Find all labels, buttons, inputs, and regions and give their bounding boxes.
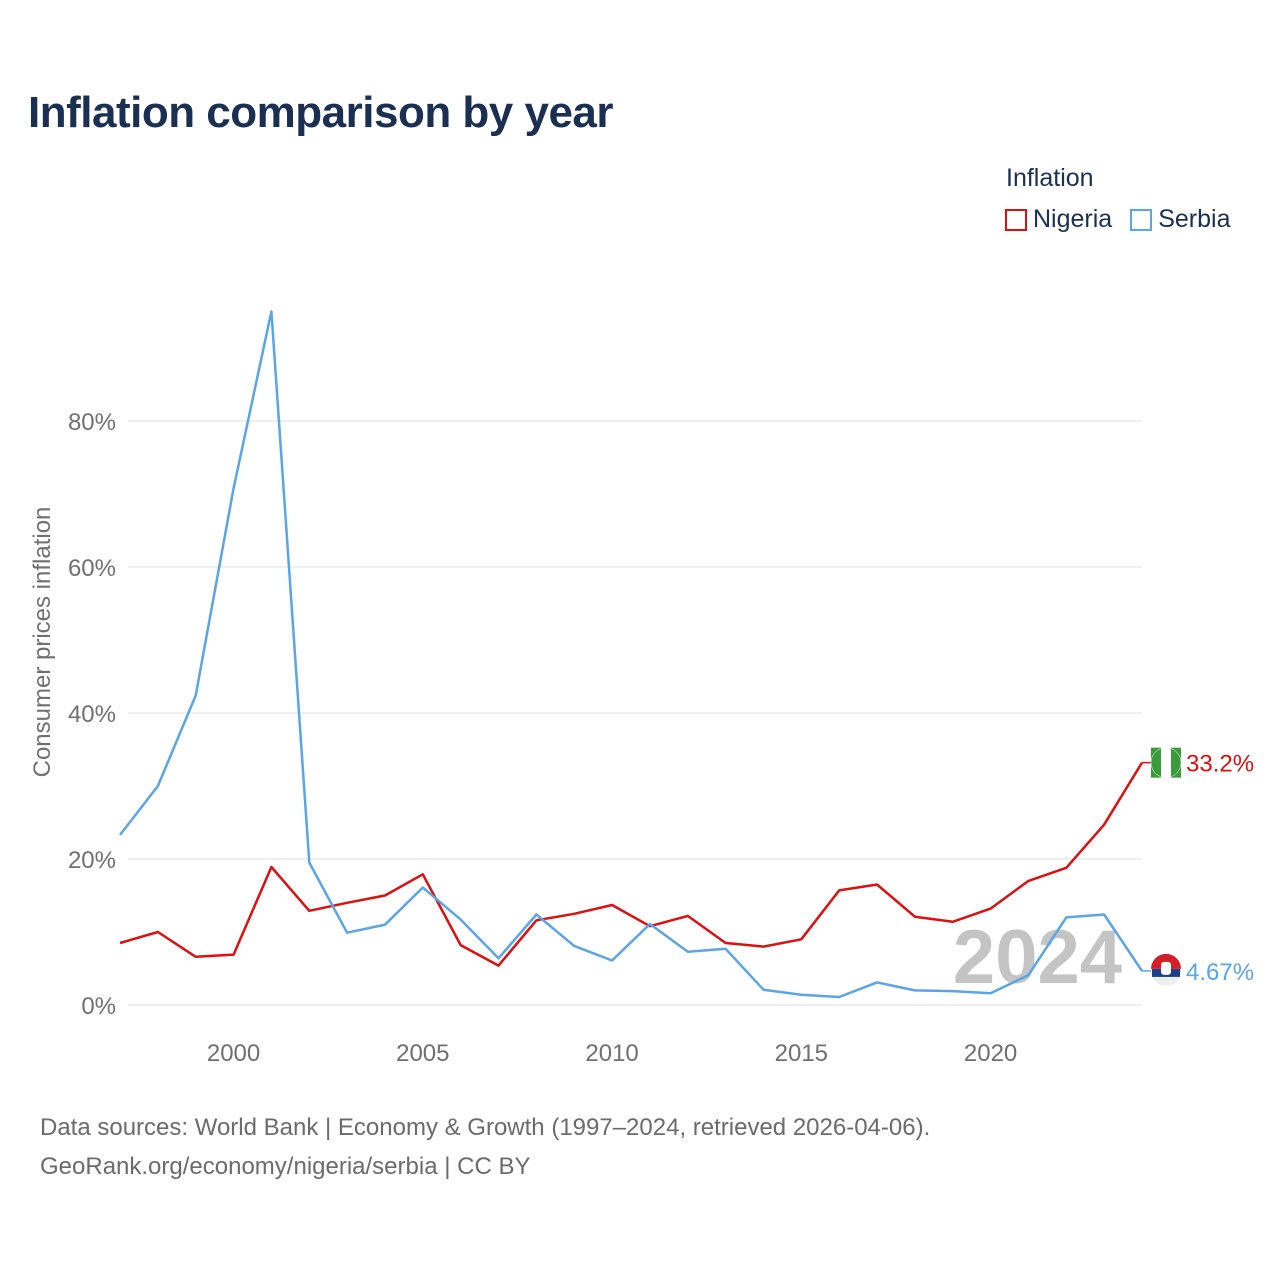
legend-label-nigeria: Nigeria (1033, 205, 1113, 233)
flag-outline (1150, 747, 1182, 778)
footer-link[interactable]: GeoRank.org/economy/nigeria/serbia | CC … (40, 1153, 531, 1180)
flag-stripe (1171, 747, 1181, 778)
footer: Data sources: World Bank | Economy & Gro… (40, 1108, 930, 1186)
x-tick-label: 2010 (585, 1040, 638, 1067)
chart-title: Inflation comparison by year (28, 88, 614, 137)
end-markers: 33.2% 4.67% (1142, 747, 1254, 986)
y-tick-label: 80% (68, 409, 116, 436)
flag-emblem (1161, 961, 1171, 975)
x-tick-label: 2005 (396, 1040, 449, 1067)
flag-nigeria-icon (1150, 747, 1182, 778)
legend-item-nigeria[interactable]: Nigeria (1005, 205, 1112, 234)
y-tick-label: 60% (68, 555, 116, 582)
end-label-nigeria: 33.2% (1186, 751, 1254, 778)
y-tick-label: 20% (68, 847, 116, 874)
footer-sources: Data sources: World Bank | Economy & Gro… (40, 1114, 931, 1141)
flag-stripe (1151, 747, 1161, 778)
flag-stripe (1151, 953, 1181, 969)
flag-serbia-icon (1151, 953, 1181, 986)
grid-lines (128, 420, 1142, 1006)
y-axis-label: Consumer prices inflation (29, 507, 56, 778)
x-tick-labels: 2000 2005 2010 2015 2020 (207, 1040, 1017, 1067)
legend-swatch-nigeria (1005, 208, 1027, 231)
x-tick-label: 2020 (964, 1040, 1017, 1067)
legend-title: Inflation (1006, 164, 1094, 192)
series-lines (119, 310, 1144, 999)
legend: Nigeria Serbia (1005, 205, 1248, 234)
x-tick-label: 2000 (207, 1040, 260, 1067)
series-line-nigeria (119, 761, 1144, 967)
legend-label-serbia: Serbia (1158, 205, 1231, 233)
legend-swatch-serbia (1130, 208, 1153, 231)
line-chart: 0% 20% 40% 60% 80% 2000 2005 2010 2015 2020 Cons… (29, 310, 1254, 1067)
y-tick-labels: 0% 20% 40% 60% 80% (68, 409, 116, 1020)
legend-item-serbia[interactable]: Serbia (1130, 205, 1230, 234)
year-watermark: 2024 (953, 915, 1122, 1000)
x-tick-label: 2015 (775, 1040, 828, 1067)
y-tick-label: 40% (68, 701, 116, 728)
series-line-serbia (119, 310, 1144, 999)
y-tick-label: 0% (81, 993, 116, 1020)
end-label-serbia: 4.67% (1186, 959, 1254, 986)
